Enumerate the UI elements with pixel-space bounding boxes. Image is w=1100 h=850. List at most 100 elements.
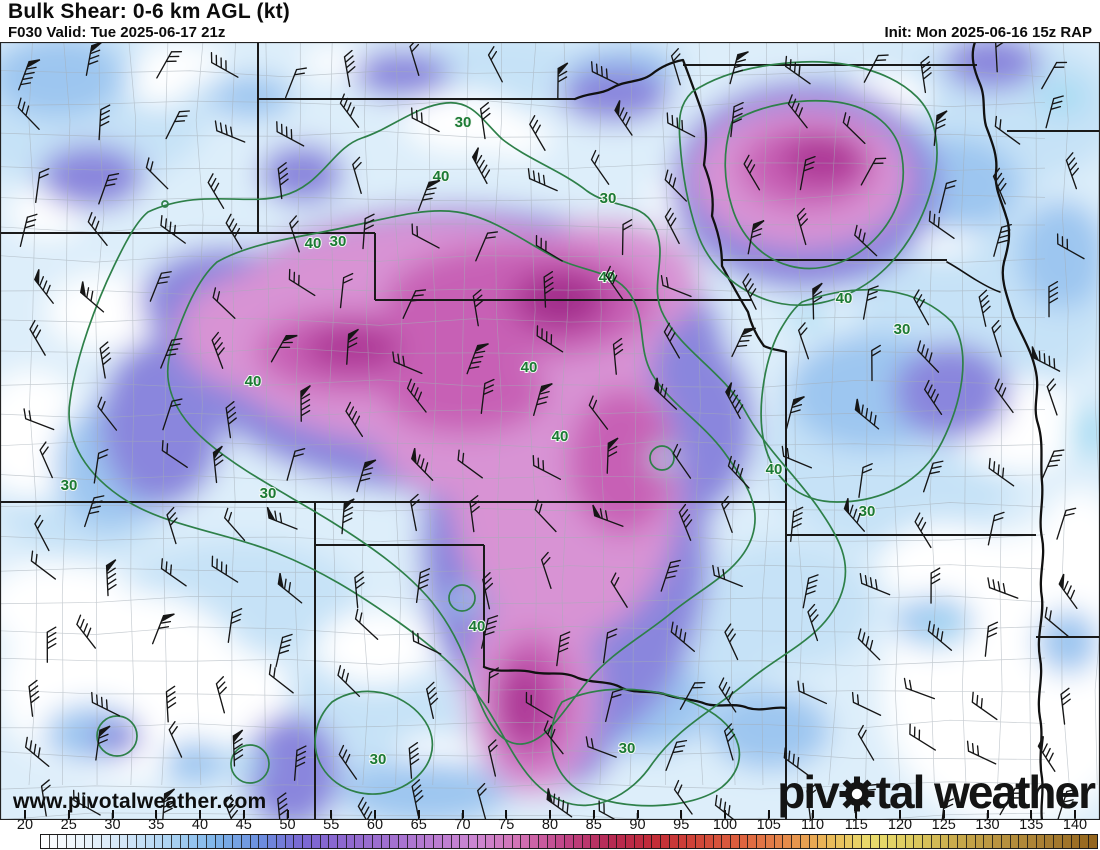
colorbar-cell — [425, 835, 435, 848]
colorbar-tick — [549, 810, 551, 818]
wind-barb — [799, 155, 816, 191]
colorbar-cell — [792, 835, 801, 848]
contour-label-40: 40 — [245, 373, 262, 390]
colorbar-cell — [783, 835, 793, 848]
wind-barb — [993, 223, 1012, 257]
county-line — [528, 42, 537, 786]
wind-barb — [337, 665, 361, 697]
colorbar-tick — [286, 810, 289, 818]
wind-barb — [588, 395, 609, 430]
county-line — [195, 42, 204, 786]
colorbar-cell — [696, 835, 705, 848]
county-line — [761, 42, 770, 786]
wind-barb — [84, 495, 105, 528]
wind-barb — [1058, 573, 1078, 610]
wind-barb — [160, 338, 183, 369]
wind-barb — [917, 340, 940, 373]
gear-tooth — [866, 791, 875, 797]
gear-tooth — [861, 779, 872, 790]
wind-barb — [797, 680, 828, 705]
wind-barbs — [17, 42, 1085, 820]
wind-barb — [29, 319, 46, 356]
wind-barb — [356, 459, 377, 493]
county-line — [696, 42, 704, 786]
contour-label-30: 30 — [455, 114, 472, 131]
colorbar-cell — [416, 835, 426, 848]
colorbar-label-140: 140 — [1062, 817, 1088, 833]
wind-barb — [598, 800, 627, 820]
wind-barb — [536, 325, 564, 353]
wind-barb — [30, 550, 57, 580]
wind-barb — [590, 61, 621, 86]
wind-barb — [224, 507, 246, 542]
colorbar-tick — [986, 810, 989, 818]
colorbar-tick — [374, 810, 376, 818]
wind-barb — [149, 271, 172, 302]
colorbar-label-85: 85 — [585, 817, 602, 833]
colorbar-cell — [643, 835, 653, 848]
county-line — [361, 42, 371, 786]
county-line — [61, 42, 71, 786]
colorbar — [40, 834, 1098, 849]
county-line — [794, 42, 804, 786]
colorbar-cell — [390, 835, 400, 848]
colorbar-cell — [172, 835, 181, 848]
wind-barb — [415, 568, 431, 604]
wind-barb — [73, 789, 101, 816]
wind-barb — [851, 691, 882, 716]
wind-barb — [796, 207, 808, 246]
wind-barb — [160, 214, 186, 244]
contour-label-30: 30 — [260, 485, 277, 502]
colorbar-cell — [486, 835, 496, 848]
wind-barb — [1041, 449, 1065, 480]
wind-barb — [211, 331, 225, 369]
wind-barb — [19, 213, 38, 248]
wind-barb — [663, 322, 681, 359]
county-line — [0, 595, 1046, 605]
wind-barb — [18, 59, 41, 91]
colorbar-cell — [495, 835, 504, 848]
wind-barb — [857, 628, 881, 661]
wind-barb — [721, 495, 733, 533]
colorbar-cell — [818, 835, 828, 848]
des-moines-river — [946, 261, 1001, 293]
wind-barb — [277, 792, 289, 820]
county-line — [0, 162, 1046, 171]
wind-barb — [525, 691, 553, 719]
colorbar-cell — [58, 835, 68, 848]
wind-barb — [472, 289, 484, 327]
colorbar-cell — [442, 835, 452, 848]
county-line — [0, 440, 1046, 449]
wind-barb — [466, 343, 489, 375]
colorbar-cell — [224, 835, 234, 848]
colorbar-tick — [242, 810, 245, 818]
wind-barb — [664, 207, 680, 245]
wind-barb — [723, 723, 736, 761]
colorbar-cell — [879, 835, 889, 848]
colorbar-tick — [1030, 810, 1033, 818]
wind-barb — [787, 94, 808, 129]
wind-barb — [1044, 606, 1069, 638]
wind-barb — [556, 631, 571, 667]
colorbar-tick — [899, 810, 901, 818]
wind-barb — [714, 794, 740, 820]
colorbar-tick — [636, 810, 639, 818]
colorbar-cell — [512, 835, 522, 848]
colorbar-cell — [617, 835, 627, 848]
colorbar-cell — [687, 835, 697, 848]
wind-barb — [1037, 736, 1056, 772]
wind-barb — [168, 720, 183, 758]
wind-barb — [156, 50, 183, 79]
colorbar-cell — [923, 835, 932, 848]
wind-barb — [660, 275, 692, 298]
colorbar-label-50: 50 — [279, 817, 296, 833]
colorbar-cell — [661, 835, 670, 848]
colorbar-label-25: 25 — [60, 817, 77, 833]
wind-barb — [105, 559, 117, 597]
colorbar-cell — [608, 835, 618, 848]
colorbar-label-115: 115 — [844, 817, 868, 833]
contour-label-40: 40 — [469, 618, 486, 635]
wind-barb — [276, 121, 305, 147]
wind-barb — [747, 219, 765, 255]
gear-tooth — [839, 791, 848, 797]
